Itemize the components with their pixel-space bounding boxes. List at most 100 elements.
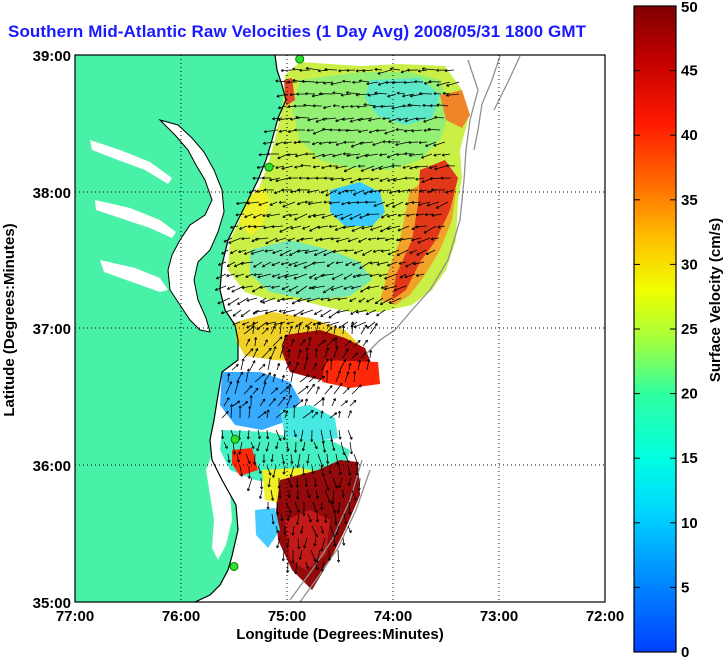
velocity-arrow [358,117,373,121]
velocity-arrowhead [378,275,382,278]
velocity-arrowhead [227,373,230,376]
velocity-arrowhead [337,129,341,132]
velocity-arrowhead [323,82,326,85]
velocity-arrow [242,321,250,326]
velocity-arrow [293,273,308,280]
velocity-arrow [291,297,303,305]
velocity-arrow [304,249,319,254]
velocity-arrowhead [284,277,288,279]
velocity-arrow [317,339,326,347]
velocity-arrowhead [318,323,322,326]
velocity-arrowhead [304,398,308,401]
velocity-arrowhead [275,167,279,170]
velocity-arrow [287,153,298,156]
velocity-arrowhead [272,118,275,121]
velocity-arrow [344,249,355,252]
velocity-arrow [307,453,310,464]
velocity-arrow [295,153,307,157]
velocity-arrow [350,309,359,315]
y-tick-label: 36:00 [33,458,71,475]
velocity-arrow [351,489,357,501]
velocity-arrowhead [408,142,412,144]
velocity-arrowhead [413,263,417,266]
velocity-arrow [239,441,243,455]
velocity-arrow [340,400,348,407]
velocity-arrow [324,327,333,335]
velocity-arrow [264,129,279,133]
velocity-arrow [334,213,344,218]
velocity-arrowhead [287,154,291,157]
velocity-arrowhead [375,130,379,133]
velocity-arrowhead [273,346,276,349]
velocity-arrowhead [343,359,346,362]
velocity-arrowhead [316,386,320,389]
velocity-arrowhead [387,216,390,218]
velocity-arrow [322,441,326,453]
velocity-arrowhead [257,276,261,279]
station-markers [229,55,305,571]
velocity-arrow [285,361,291,371]
velocity-arrow [365,309,377,315]
velocity-arrowhead [436,69,439,72]
velocity-arrowhead [320,275,324,278]
velocity-arrowhead [285,410,288,413]
velocity-arrowhead [282,409,286,411]
velocity-arrow [376,261,389,266]
velocity-arrowhead [325,358,329,361]
velocity-arrow [304,398,308,407]
velocity-arrow [303,356,308,371]
velocity-arrowhead [358,131,362,134]
velocity-arrow [398,261,407,265]
velocity-arrowhead [322,155,326,158]
velocity-arrowhead [351,321,354,325]
velocity-arrow [269,177,281,181]
velocity-arrow [277,153,289,159]
velocity-arrow [275,525,279,533]
velocity-arrow [254,337,257,347]
colorbar-tick-label: 40 [681,127,698,144]
velocity-arrow [218,261,227,266]
velocity-arrowhead [423,121,427,123]
velocity-arrow [246,201,260,204]
velocity-arrow [256,321,268,330]
velocity-arrow [323,105,332,109]
velocity-arrow [280,513,283,522]
velocity-arrowhead [332,155,336,158]
velocity-arrow [232,309,242,317]
velocity-arrowhead [335,144,339,146]
velocity-arrow [356,309,368,313]
velocity-arrow [266,429,269,440]
velocity-arrowhead [282,312,286,315]
velocity-arrow [305,477,307,487]
velocity-arrow [441,153,451,156]
velocity-arrow [271,285,281,289]
velocity-arrowhead [295,361,299,365]
velocity-arrow [256,441,261,452]
velocity-arrowhead [325,370,328,373]
velocity-arrow [241,401,248,407]
velocity-arrowhead [402,105,405,108]
velocity-arrowhead [338,70,342,73]
velocity-arrowhead [255,239,258,241]
velocity-arrow [314,537,317,547]
velocity-arrowhead [312,166,316,169]
velocity-arrowhead [254,337,257,340]
velocity-arrow [265,321,277,325]
velocity-arrow [338,69,347,72]
velocity-arrowhead [353,370,356,374]
velocity-arrowhead [340,95,344,97]
velocity-arrow [434,116,445,119]
station-marker [230,434,240,444]
velocity-arrowhead [368,239,371,241]
velocity-arrowhead [292,79,295,83]
velocity-arrowhead [281,518,284,522]
velocity-arrow [359,261,371,269]
velocity-arrow [359,141,374,144]
velocity-arrowhead [409,95,413,98]
velocity-arrow [403,81,415,83]
velocity-arrowhead [284,532,287,535]
velocity-arrowhead [369,262,373,265]
velocity-arrow [247,429,250,440]
velocity-arrowhead [238,405,241,409]
